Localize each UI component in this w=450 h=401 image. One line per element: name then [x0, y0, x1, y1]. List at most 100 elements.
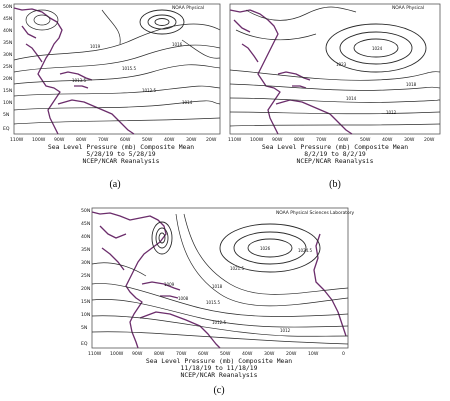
lon-tick: 20W [286, 351, 297, 357]
contour-label: 1015.5 [122, 66, 136, 71]
contour-label: 1024 [372, 46, 383, 51]
lat-tick: 5N [3, 112, 9, 118]
lat-tick: 20N [3, 76, 12, 82]
data-source: NOAA Physical [172, 5, 204, 11]
lon-tick: 70W [316, 137, 327, 143]
lon-tick: 70W [176, 351, 187, 357]
contour-label: 1024.5 [298, 248, 312, 253]
map-caption-title: Sea Level Pressure (mb) Composite Mean [47, 143, 195, 151]
contour-label: 1012.5 [142, 88, 156, 93]
lat-tick: 50N [81, 208, 90, 214]
map-panel-b: 110W 100W 90W 80W 70W 60W 50W 40W 30W 20… [226, 0, 448, 190]
map-caption-title: Sea Level Pressure (mb) Composite Mean [261, 143, 409, 151]
lon-tick: 60W [338, 137, 349, 143]
slp-map-c: 50N 45N 40N 35N 30N 25N 20N 15N 10N 5N E… [81, 207, 354, 357]
contour-label: 1018 [406, 82, 417, 87]
lon-tick: 80W [154, 351, 165, 357]
lat-tick: 10N [3, 100, 12, 106]
map-frame [229, 3, 441, 135]
lon-tick: 10W [308, 351, 319, 357]
lat-tick: 5N [81, 325, 87, 331]
longitude-axis: 110W 100W 90W 80W 70W 60W 50W 40W 30W 20… [228, 137, 435, 143]
map-caption-dates: 5/28/19 to 5/28/19 [86, 150, 156, 158]
panel-label-b: (b) [329, 179, 341, 190]
contour-label: 1013.5 [72, 78, 86, 83]
contour-label: 1014 [346, 96, 357, 101]
lat-tick: 25N [81, 273, 90, 279]
contour-label: 1018 [212, 284, 223, 289]
isobars [13, 9, 221, 125]
contour-label: 1012 [386, 110, 397, 115]
lon-tick: 40W [164, 137, 175, 143]
contour-label: 1014 [182, 100, 193, 105]
contour-label: 1016 [172, 42, 183, 47]
lon-tick: 100W [110, 351, 124, 357]
lat-tick: 10N [81, 312, 90, 318]
lat-tick: 30N [81, 260, 90, 266]
panel-label-a: (a) [109, 179, 121, 190]
panel-label-c: (c) [213, 385, 225, 396]
lon-tick: 60W [198, 351, 209, 357]
map-caption-title: Sea Level Pressure (mb) Composite Mean [145, 357, 293, 365]
map-caption-source: NCEP/NCAR Reanalysis [180, 371, 258, 379]
lon-tick: 90W [272, 137, 283, 143]
lon-tick: 90W [54, 137, 65, 143]
map-caption-dates: 11/18/19 to 11/18/19 [180, 364, 258, 372]
lon-tick: 30W [264, 351, 275, 357]
contour-label: 1021.5 [230, 266, 244, 271]
lat-tick: EQ [3, 126, 10, 132]
data-source: NOAA Physical [392, 5, 424, 11]
map-caption-dates: 8/2/19 to 8/2/19 [304, 150, 366, 158]
lon-tick: 50W [220, 351, 231, 357]
lat-tick: EQ [81, 341, 88, 347]
longitude-axis: 110W 100W 90W 80W 70W 60W 50W 40W 30W 20… [10, 137, 217, 143]
contour-labels: 1019 1015.5 1012.5 1016 1013.5 1014 [72, 42, 193, 105]
contour-label: 1015.5 [206, 300, 220, 305]
lat-tick: 30N [3, 52, 12, 58]
lon-tick: 30W [186, 137, 197, 143]
lon-tick: 70W [98, 137, 109, 143]
lon-tick: 50W [142, 137, 153, 143]
lon-tick: 50W [360, 137, 371, 143]
contour-label: 1019 [90, 44, 101, 49]
lon-tick: 110W [228, 137, 242, 143]
contour-label: 1012.5 [212, 320, 226, 325]
lat-tick: 35N [3, 40, 12, 46]
lat-tick: 45N [81, 221, 90, 227]
lon-tick: 60W [120, 137, 131, 143]
map-panel-c: 50N 45N 40N 35N 30N 25N 20N 15N 10N 5N E… [80, 204, 370, 396]
lat-tick: 25N [3, 64, 12, 70]
map-caption-source: NCEP/NCAR Reanalysis [296, 157, 374, 165]
lat-tick: 40N [3, 28, 12, 34]
latitude-axis: 50N 45N 40N 35N 30N 25N 20N 15N 10N 5N E… [3, 4, 12, 132]
coastline [91, 211, 347, 349]
lat-tick: 20N [81, 286, 90, 292]
contour-label: 1009 [164, 282, 175, 287]
lat-tick: 15N [81, 299, 90, 305]
contour-label: 1008 [178, 296, 189, 301]
map-frame [13, 3, 221, 135]
isobars [91, 213, 349, 345]
lat-tick: 40N [81, 234, 90, 240]
lon-tick: 90W [132, 351, 143, 357]
contour-labels: 1024 1023 1018 1014 1012 [336, 46, 417, 115]
lon-tick: 20W [206, 137, 217, 143]
map-panel-a: 50N 45N 40N 35N 30N 25N 20N 15N 10N 5N E… [2, 0, 226, 190]
lon-tick: 80W [76, 137, 87, 143]
data-source: NOAA Physical Sciences Laboratory [276, 210, 354, 216]
lon-tick: 110W [10, 137, 24, 143]
lat-tick: 45N [3, 16, 12, 22]
lat-tick: 15N [3, 88, 12, 94]
contour-label: 1012 [280, 328, 291, 333]
isobars [229, 6, 441, 127]
latitude-axis: 50N 45N 40N 35N 30N 25N 20N 15N 10N 5N E… [81, 208, 90, 347]
contour-label: 1026 [260, 246, 271, 251]
contour-labels: 1024.5 1026 1021.5 1018 1015.5 1012.5 10… [164, 246, 312, 333]
lat-tick: 50N [3, 4, 12, 10]
lon-tick: 20W [424, 137, 435, 143]
longitude-axis: 110W 100W 90W 80W 70W 60W 50W 40W 30W 20… [88, 351, 345, 357]
lon-tick: 30W [404, 137, 415, 143]
lon-tick: 110W [88, 351, 102, 357]
lon-tick: 80W [294, 137, 305, 143]
lat-tick: 35N [81, 247, 90, 253]
